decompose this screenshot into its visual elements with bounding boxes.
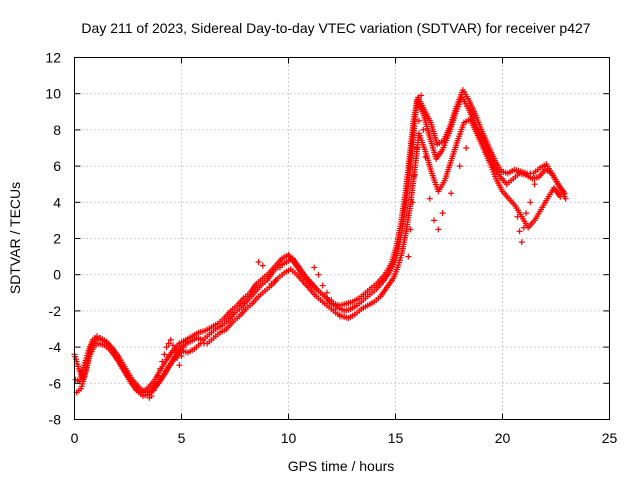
data-point <box>178 353 185 360</box>
data-point <box>520 224 527 231</box>
data-point <box>516 228 523 235</box>
data-point <box>157 365 164 372</box>
data-point <box>416 117 423 124</box>
data-point <box>264 271 271 278</box>
data-point <box>518 239 525 246</box>
data-point <box>163 344 170 351</box>
y-tick-label: -2 <box>49 303 62 319</box>
data-point <box>276 264 283 271</box>
data-point <box>161 351 168 358</box>
data-point <box>159 358 166 365</box>
data-point <box>439 210 446 217</box>
data-point <box>562 195 569 202</box>
data-point <box>169 342 176 349</box>
data-point <box>268 280 275 287</box>
data-point <box>405 253 412 260</box>
data-point <box>328 297 335 304</box>
y-tick-label: 4 <box>53 194 61 210</box>
x-tick-label: 10 <box>281 430 297 446</box>
data-point <box>180 344 187 351</box>
data-point <box>255 259 262 266</box>
data-point <box>448 190 455 197</box>
x-tick-label: 20 <box>495 430 511 446</box>
y-tick-label: -8 <box>49 412 62 428</box>
y-axis-label: SDTVAR / TECUs <box>7 182 23 294</box>
data-point <box>332 306 339 313</box>
y-tick-label: -4 <box>49 339 62 355</box>
data-point <box>172 347 179 354</box>
data-point <box>150 387 157 394</box>
axis-ticks <box>74 57 610 420</box>
data-point <box>411 172 418 179</box>
data-point <box>319 282 326 289</box>
y-tick-label: -6 <box>49 375 62 391</box>
data-point <box>182 338 189 345</box>
chart-title: Day 211 of 2023, Sidereal Day-to-day VTE… <box>81 20 590 36</box>
y-tick-label: 8 <box>53 122 61 138</box>
data-point <box>311 264 318 271</box>
x-tick-labels: 0 5 10 15 20 25 <box>71 430 618 446</box>
data-point <box>418 92 425 99</box>
data-point <box>174 354 181 361</box>
y-tick-label: 12 <box>45 50 61 66</box>
data-point <box>167 336 174 343</box>
y-tick-label: 2 <box>53 231 61 247</box>
data-point <box>409 199 416 206</box>
data-point <box>165 340 172 347</box>
data-point <box>426 195 433 202</box>
y-tick-label: 0 <box>53 267 61 283</box>
data-point <box>148 392 155 399</box>
grid <box>74 57 610 420</box>
data-point <box>531 181 538 188</box>
x-tick-label: 0 <box>71 430 79 446</box>
data-point <box>435 226 442 233</box>
x-tick-label: 15 <box>388 430 404 446</box>
data-point <box>523 210 530 217</box>
data-points <box>71 87 569 401</box>
data-point <box>463 145 470 151</box>
y-tick-label: 6 <box>53 158 61 174</box>
data-point <box>176 362 183 369</box>
data-point <box>272 277 279 284</box>
data-point <box>514 213 521 220</box>
y-tick-label: 10 <box>45 86 61 102</box>
data-point <box>422 154 429 161</box>
data-point <box>336 313 343 320</box>
x-tick-label: 5 <box>178 430 186 446</box>
y-tick-labels: -8 -6 -4 -2 0 2 4 6 8 10 12 <box>45 50 61 428</box>
data-point <box>456 163 463 170</box>
data-point <box>259 262 266 269</box>
data-point <box>324 289 331 296</box>
data-point <box>431 217 438 224</box>
data-point <box>420 126 427 133</box>
x-axis-label: GPS time / hours <box>288 458 395 474</box>
data-point <box>413 145 420 151</box>
data-point <box>407 226 414 233</box>
x-tick-label: 25 <box>602 430 618 446</box>
data-point <box>152 380 159 387</box>
data-point <box>154 373 161 380</box>
data-point <box>315 271 322 278</box>
data-point <box>527 199 534 206</box>
